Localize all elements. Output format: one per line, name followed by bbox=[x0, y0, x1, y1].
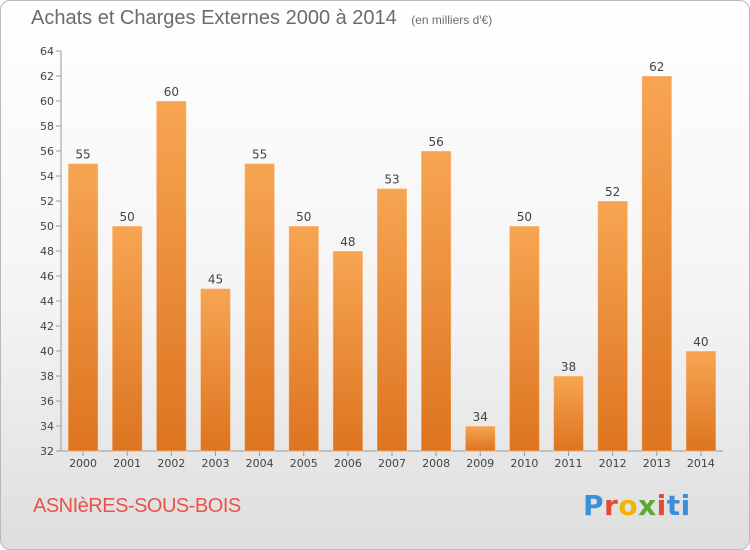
bar bbox=[288, 226, 319, 451]
bar bbox=[156, 101, 187, 451]
data-label: 50 bbox=[296, 210, 311, 224]
y-tick-label: 42 bbox=[40, 320, 54, 333]
logo-letter: r bbox=[604, 489, 619, 522]
chart-title-text: Achats et Charges Externes 2000 à 2014 bbox=[31, 7, 397, 29]
logo-letter: P bbox=[583, 489, 605, 522]
bar bbox=[597, 201, 628, 451]
y-tick-label: 34 bbox=[40, 420, 54, 433]
bar bbox=[641, 76, 672, 451]
place-name: ASNIèRES-SOUS-BOIS bbox=[33, 495, 241, 517]
bar-edge bbox=[288, 225, 320, 452]
data-label: 40 bbox=[693, 335, 708, 349]
bar-edge bbox=[199, 288, 231, 452]
y-tick-label: 60 bbox=[40, 95, 54, 108]
y-tick-label: 64 bbox=[40, 45, 54, 58]
y-tick-label: 50 bbox=[40, 220, 54, 233]
x-tick-label: 2005 bbox=[290, 457, 318, 470]
x-tick-label: 2000 bbox=[69, 457, 97, 470]
x-tick-label: 2009 bbox=[466, 457, 494, 470]
chart-title: Achats et Charges Externes 2000 à 2014 (… bbox=[31, 7, 492, 30]
bar-edge bbox=[155, 100, 187, 452]
x-tick-label: 2006 bbox=[334, 457, 362, 470]
bar-edge bbox=[376, 188, 408, 452]
y-tick-label: 46 bbox=[40, 270, 54, 283]
bar bbox=[685, 351, 716, 451]
bar-edge bbox=[508, 225, 540, 452]
bar bbox=[553, 376, 584, 451]
chart-subtitle: (en milliers d'€) bbox=[411, 13, 493, 27]
x-tick-label: 2003 bbox=[201, 457, 229, 470]
bar bbox=[200, 288, 231, 451]
data-label: 50 bbox=[120, 210, 135, 224]
logo-letter: o bbox=[618, 489, 639, 522]
y-tick-label: 36 bbox=[40, 395, 54, 408]
bar bbox=[68, 163, 99, 451]
x-tick-label: 2007 bbox=[378, 457, 406, 470]
bars bbox=[67, 75, 717, 452]
data-label: 50 bbox=[517, 210, 532, 224]
bar-edge bbox=[111, 225, 143, 452]
bar bbox=[244, 163, 275, 451]
data-label: 60 bbox=[164, 85, 179, 99]
bar bbox=[465, 426, 496, 451]
bar bbox=[332, 251, 363, 451]
y-tick-label: 38 bbox=[40, 370, 54, 383]
x-tick-label: 2008 bbox=[422, 457, 450, 470]
bar bbox=[509, 226, 540, 451]
x-tick-label: 2013 bbox=[643, 457, 671, 470]
x-tick-label: 2001 bbox=[113, 457, 141, 470]
data-label: 55 bbox=[252, 148, 267, 162]
logo-letter: i bbox=[656, 489, 667, 522]
bar-edge bbox=[67, 163, 99, 452]
bar-edge bbox=[464, 425, 496, 452]
data-label: 62 bbox=[649, 60, 664, 74]
bar-edge bbox=[641, 75, 673, 452]
bar bbox=[112, 226, 143, 451]
bar-edge bbox=[685, 350, 717, 452]
data-labels: 55 50 60 45 55 50 48 53 56 34 50 38 52 62 40 bbox=[75, 60, 708, 424]
logo-letter: ti bbox=[666, 489, 691, 522]
data-label: 52 bbox=[605, 185, 620, 199]
x-tick-label: 2002 bbox=[157, 457, 185, 470]
data-label: 34 bbox=[473, 410, 488, 424]
bar-edge bbox=[420, 150, 452, 452]
x-tick-label: 2012 bbox=[599, 457, 627, 470]
y-tick-label: 44 bbox=[40, 295, 54, 308]
data-label: 56 bbox=[428, 135, 443, 149]
x-tick-label: 2014 bbox=[687, 457, 715, 470]
data-label: 48 bbox=[340, 235, 355, 249]
bar-edge bbox=[332, 250, 364, 452]
y-tick-label: 40 bbox=[40, 345, 54, 358]
data-label: 53 bbox=[384, 173, 399, 187]
y-tick-label: 58 bbox=[40, 120, 54, 133]
y-tick-label: 62 bbox=[40, 70, 54, 83]
x-tick-label: 2011 bbox=[555, 457, 583, 470]
y-tick-label: 52 bbox=[40, 195, 54, 208]
data-label: 55 bbox=[75, 148, 90, 162]
data-label: 45 bbox=[208, 273, 223, 287]
bar bbox=[377, 188, 407, 451]
y-tick-label: 48 bbox=[40, 245, 54, 258]
bar bbox=[421, 151, 452, 451]
proxiti-logo[interactable]: Proxiti bbox=[583, 489, 691, 522]
logo-letter: x bbox=[638, 489, 657, 522]
y-tick-label: 56 bbox=[40, 145, 54, 158]
x-tick-label: 2004 bbox=[246, 457, 274, 470]
x-tick-label: 2010 bbox=[510, 457, 538, 470]
y-tick-label: 32 bbox=[40, 445, 54, 458]
bar-edge bbox=[244, 163, 276, 452]
bar-edge bbox=[597, 200, 629, 452]
bar-edge bbox=[553, 375, 585, 452]
data-label: 38 bbox=[561, 360, 576, 374]
y-tick-label: 54 bbox=[40, 170, 54, 183]
